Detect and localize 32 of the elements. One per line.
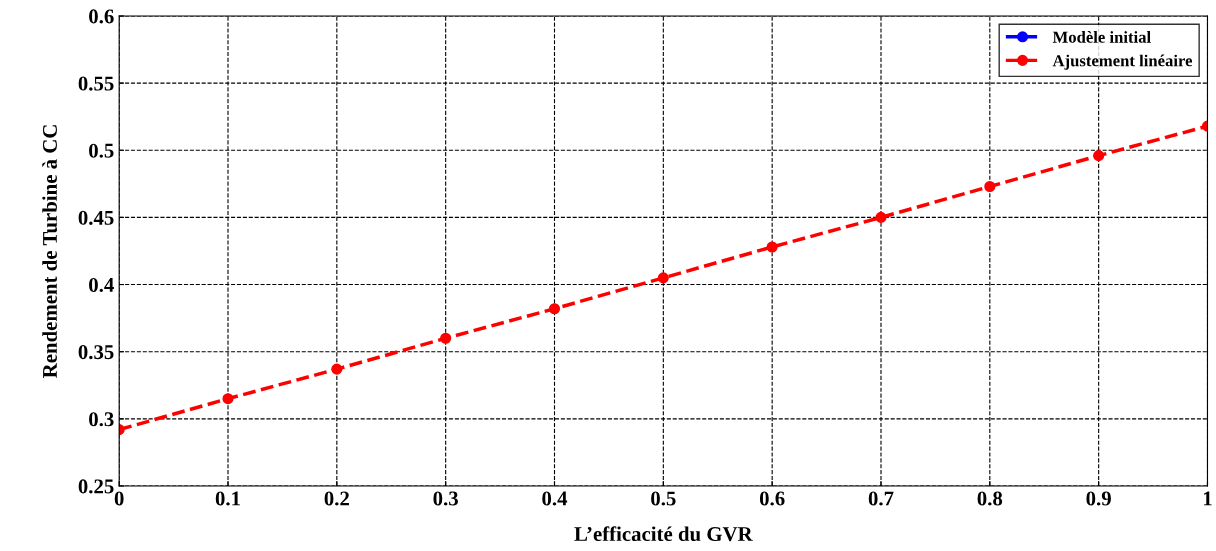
x-tick-label: 0.5 <box>651 491 676 506</box>
point <box>1093 150 1105 162</box>
y-tick-label: 0.5 <box>89 143 114 158</box>
x-tick-label: 0.3 <box>433 491 458 506</box>
x-tick-label: 0 <box>114 491 124 506</box>
x-tick-label: 0.4 <box>542 491 568 506</box>
y-tick-label: 0.45 <box>78 210 114 225</box>
x-tick-label: 1 <box>1203 491 1212 506</box>
x-tick-label: 0.7 <box>868 491 894 506</box>
point <box>548 303 561 315</box>
legend-label: Modèle initial <box>1052 31 1151 43</box>
x-tick-label: 0.6 <box>759 491 785 506</box>
legend-label: Ajustement linéaire <box>1052 54 1193 70</box>
x-tick-label: 0.8 <box>977 491 1003 506</box>
x-tick-label: 0.2 <box>324 491 349 506</box>
point <box>875 211 887 223</box>
point <box>331 363 343 375</box>
y-tick-label: 0.55 <box>78 76 114 91</box>
point <box>984 180 996 193</box>
y-tick-label: 0.3 <box>89 412 114 427</box>
x-tick-label: 0.9 <box>1086 491 1111 506</box>
point <box>222 393 234 405</box>
point <box>766 241 778 253</box>
y-tick-label: 0.25 <box>78 479 114 494</box>
y-tick-label: 0.4 <box>89 277 114 293</box>
y-axis-title: Rendement de Turbine à CC <box>42 125 57 378</box>
point <box>440 332 452 344</box>
point <box>657 272 669 284</box>
x-tick-label: 0.1 <box>215 491 240 506</box>
y-tick-label: 0.6 <box>89 9 114 24</box>
y-tick-label: 0.35 <box>78 345 114 360</box>
x-axis-title: L’efficacité du GVR <box>574 526 753 542</box>
